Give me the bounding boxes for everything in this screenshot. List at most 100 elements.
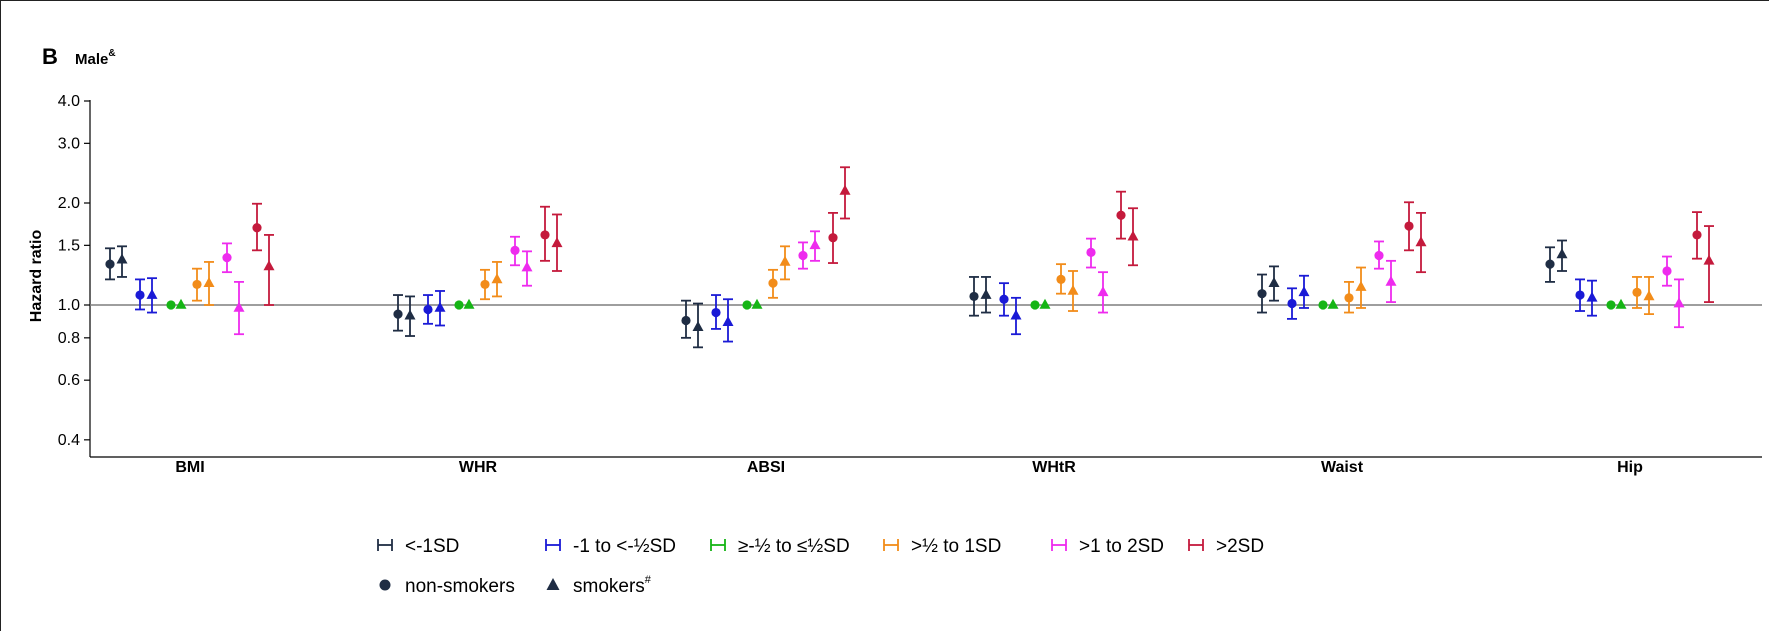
category-label: Hip [1617, 459, 1643, 476]
legend-triangle-icon [546, 578, 560, 590]
point-smokers [1355, 280, 1367, 291]
legend-label: ≥-½ to ≤½SD [738, 536, 850, 557]
point-non-smokers [1056, 274, 1066, 285]
point-non-smokers [423, 304, 433, 315]
y-tick-label: 0.4 [58, 432, 80, 449]
panel-letter: B [42, 44, 58, 69]
category-labels: BMI WHR ABSI WHtR Waist Hip [175, 459, 1643, 476]
y-axis-title: Hazard ratio [28, 230, 45, 323]
point-smokers [233, 301, 245, 312]
point-non-smokers [1575, 290, 1585, 300]
point-smokers [463, 298, 475, 309]
point-smokers [551, 237, 563, 248]
legend-label: <-1SD [405, 536, 459, 557]
point-smokers [1327, 298, 1339, 309]
point-non-smokers [1086, 247, 1096, 257]
point-smokers [263, 260, 275, 271]
point-non-smokers [1030, 300, 1040, 310]
point-non-smokers [1545, 259, 1555, 269]
panel-title-text: Male [75, 51, 108, 68]
point-non-smokers [1404, 221, 1414, 231]
point-smokers [434, 301, 446, 312]
point-non-smokers [540, 230, 550, 240]
point-non-smokers [742, 300, 752, 310]
point-non-smokers [1662, 266, 1672, 276]
y-ticks: 0.4 0.6 0.8 1.0 1.5 2.0 3.0 4.0 [58, 93, 90, 449]
point-non-smokers [1692, 230, 1702, 240]
y-tick-label: 4.0 [58, 93, 80, 110]
legend-label: >2SD [1216, 536, 1264, 557]
panel-title-superscript: & [108, 48, 115, 59]
point-non-smokers [1318, 300, 1328, 310]
point-smokers [980, 288, 992, 299]
point-non-smokers [768, 278, 778, 288]
point-non-smokers [999, 294, 1009, 304]
point-smokers [751, 298, 763, 309]
legend-marker-label: non-smokers [405, 576, 515, 597]
point-smokers [203, 276, 215, 287]
legend-marker-label: smokers# [573, 574, 652, 597]
legend-marker-superscript: # [645, 574, 652, 586]
point-non-smokers [711, 307, 721, 318]
panel-title: Male& [75, 48, 116, 68]
point-non-smokers [681, 315, 691, 326]
point-smokers [1586, 291, 1598, 302]
point-non-smokers [798, 250, 808, 261]
point-smokers [722, 315, 734, 326]
legend-label: >½ to 1SD [911, 536, 1001, 557]
y-tick-label: 2.0 [58, 195, 80, 212]
point-non-smokers [1632, 287, 1642, 297]
point-smokers [839, 184, 851, 195]
legend-marker-text: smokers [573, 576, 645, 597]
legend: <-1SD -1 to <-½SD ≥-½ to ≤½SD >½ to 1SD >1 t… [377, 536, 1264, 597]
point-smokers [1067, 284, 1079, 295]
point-non-smokers [1606, 300, 1616, 310]
point-non-smokers [393, 309, 403, 319]
point-non-smokers [1287, 298, 1297, 309]
point-non-smokers [454, 300, 464, 310]
point-smokers [1298, 286, 1310, 297]
legend-circle-icon [379, 579, 391, 591]
category-label: WHtR [1032, 459, 1076, 476]
point-smokers [521, 261, 533, 272]
point-smokers [1097, 286, 1109, 297]
point-smokers [1268, 276, 1280, 287]
point-smokers [1703, 254, 1715, 265]
point-smokers [175, 298, 187, 309]
point-smokers [1556, 248, 1568, 259]
point-non-smokers [1374, 250, 1384, 261]
point-smokers [1127, 230, 1139, 241]
point-non-smokers [166, 300, 176, 310]
category-label: ABSI [747, 459, 785, 476]
category-label: Waist [1321, 459, 1364, 476]
category-label: BMI [175, 459, 204, 476]
point-smokers [692, 320, 704, 331]
legend-marker-text: non-smokers [405, 576, 515, 597]
y-tick-label: 1.5 [58, 237, 80, 254]
point-non-smokers [969, 291, 979, 302]
point-smokers [1039, 298, 1051, 309]
y-tick-label: 1.0 [58, 297, 80, 314]
point-non-smokers [1344, 293, 1354, 303]
point-smokers [1673, 297, 1685, 308]
y-tick-label: 0.6 [58, 372, 80, 389]
point-smokers [1385, 275, 1397, 286]
point-smokers [1010, 309, 1022, 320]
point-non-smokers [192, 279, 202, 290]
point-non-smokers [1257, 289, 1267, 299]
point-smokers [116, 253, 128, 264]
point-smokers [779, 255, 791, 266]
legend-label: >1 to 2SD [1079, 536, 1164, 557]
point-non-smokers [1116, 210, 1126, 220]
point-non-smokers [105, 259, 115, 269]
point-non-smokers [222, 253, 232, 263]
point-smokers [404, 309, 416, 320]
point-smokers [1415, 236, 1427, 247]
point-non-smokers [828, 233, 838, 243]
point-non-smokers [510, 245, 520, 255]
point-smokers [146, 288, 158, 299]
y-tick-label: 3.0 [58, 135, 80, 152]
point-non-smokers [480, 279, 490, 290]
